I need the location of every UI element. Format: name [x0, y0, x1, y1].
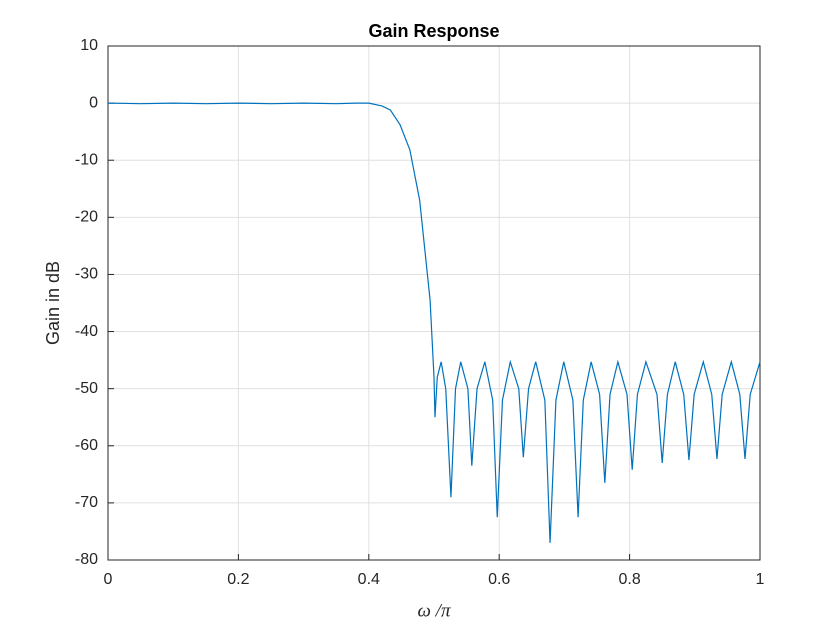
y-tick-label: -80 [75, 551, 98, 568]
x-tick-label: 0.4 [358, 571, 380, 588]
x-tick-label: 0.8 [618, 571, 640, 588]
x-axis-label: ω /π [418, 600, 451, 621]
x-tick-label: 1 [756, 571, 765, 588]
y-tick-label: -70 [75, 494, 98, 511]
data-line [107, 102, 761, 543]
y-tick-label: 10 [80, 37, 98, 54]
y-axis-label: Gain in dB [43, 261, 63, 345]
y-tick-label: -20 [75, 209, 98, 226]
y-tick-label: -10 [75, 151, 98, 168]
y-tick-label: -30 [75, 266, 98, 283]
x-tick-label: 0 [104, 571, 113, 588]
y-tick-label: -60 [75, 437, 98, 454]
plot-frame [107, 45, 761, 561]
y-tick-label: -40 [75, 323, 98, 340]
y-tick-label: -50 [75, 380, 98, 397]
x-tick-label: 0.6 [488, 571, 510, 588]
chart-title: Gain Response [368, 21, 499, 41]
x-tick-label: 0.2 [227, 571, 249, 588]
y-tick-label: 0 [89, 94, 98, 111]
